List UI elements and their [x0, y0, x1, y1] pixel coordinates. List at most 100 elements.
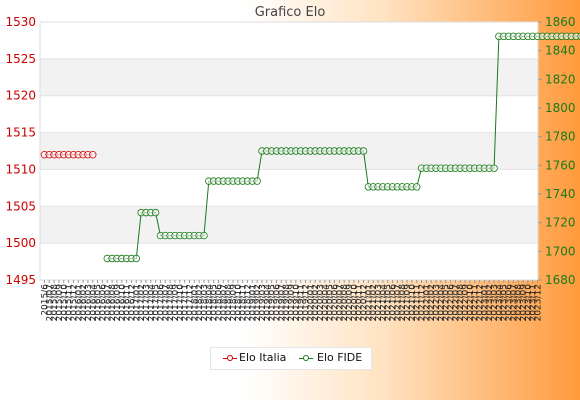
grid-band: [40, 58, 538, 96]
x-tick-label: 2021/02: [369, 284, 379, 321]
grid-band: [40, 206, 538, 244]
point-elo-italia: [89, 150, 97, 159]
x-tick-label: 2020/09: [345, 284, 355, 322]
x-tick-label: 2017/03: [142, 284, 152, 321]
x-tick-label: 2017/11: [181, 284, 191, 321]
legend-marker-elo-fide: [303, 355, 309, 361]
x-tick-label: 2020/12: [360, 284, 370, 321]
y-tick-label-right: 1800: [545, 101, 576, 115]
x-tick-label: 2020/05: [326, 284, 336, 321]
x-tick-label: 2023/08: [514, 284, 524, 322]
x-tick-label: 2020/01: [306, 284, 316, 321]
x-tick-label: 2016/03: [84, 284, 94, 321]
x-tick-label: 2019/09: [287, 284, 297, 322]
x-tick-label: 2020/06: [331, 284, 341, 322]
x-tick-label: 2017/07: [161, 284, 171, 321]
x-tick-label: 2023/02: [485, 284, 495, 321]
x-tick-label: 2021/05: [384, 284, 394, 321]
point-elo-fide: [577, 32, 580, 40]
y-tick-label-right: 1760: [545, 158, 576, 172]
x-tick-label: 2015/6: [40, 284, 50, 316]
x-tick-label: 2019/11: [297, 284, 307, 321]
x-tick-label: 2018/02: [195, 284, 205, 321]
y-tick-label-left: 1520: [5, 89, 36, 103]
x-tick-label: 2018/12: [243, 284, 253, 321]
x-tick-label: 2019/01: [248, 284, 258, 321]
x-tick-label: 2018/11: [239, 284, 249, 321]
x-tick-label: 2020/07: [335, 284, 345, 321]
x-tick-label: 2021/04: [379, 284, 389, 322]
x-tick-label: 2015/09: [55, 284, 65, 322]
x-tick-label: 2018/06: [214, 284, 224, 322]
x-tick-label: 2022/01: [422, 284, 432, 321]
x-tick-label: 2019/08: [282, 284, 292, 322]
x-tick-label: 2021/08: [398, 284, 408, 322]
point-elo-fide: [253, 177, 261, 185]
x-tick-label: 2016/09: [113, 284, 123, 322]
y-tick-label-right: 1680: [545, 273, 576, 287]
plot-border: [39, 21, 539, 281]
x-tick-label: 2023/03: [490, 284, 500, 321]
x-tick-label: 2015/11: [65, 284, 75, 321]
y-tick-label-left: 1525: [5, 52, 36, 66]
x-tick-label: 2022/12: [476, 284, 486, 321]
x-tick-label: 2017/05: [152, 284, 162, 321]
x-tick-label: 2020/03: [316, 284, 326, 321]
y-tick-label-left: 1510: [5, 162, 36, 176]
x-tick-label: 2018/01: [190, 284, 200, 321]
x-tick-label: 2023/05: [500, 284, 510, 321]
x-tick-label: 2019/05: [268, 284, 278, 321]
x-tick-label: 2022/05: [442, 284, 452, 321]
legend-marker-elo-italia: [227, 355, 233, 361]
x-tick-label: 2021/11: [413, 284, 423, 321]
y-tick-label-left: 1500: [5, 236, 36, 250]
x-tick-label: 2021/09: [403, 284, 413, 322]
x-tick-label: 2023/04: [495, 284, 505, 322]
point-elo-fide: [490, 164, 498, 172]
x-tick-label: 2023/06: [505, 284, 515, 322]
x-tick-label: 2017/08: [166, 284, 176, 322]
x-tick-label: 2023/01: [480, 284, 490, 321]
x-tick-label: 2022/04: [437, 284, 447, 322]
x-tick-label: 2020/10: [350, 284, 360, 322]
x-tick-label: 2019/12: [302, 284, 312, 321]
x-tick-label: 2020/11: [355, 284, 365, 321]
x-tick-label: 2022/09: [461, 284, 471, 322]
x-tick-label: 2019/03: [258, 284, 268, 321]
x-tick-label: 2019/07: [277, 284, 287, 321]
x-tick-label: 2022/06: [447, 284, 457, 322]
point-elo-fide: [359, 147, 368, 155]
point-elo-fide: [132, 254, 140, 263]
x-tick-label: 2020/08: [340, 284, 350, 322]
x-tick-label: 2017/10: [176, 284, 186, 322]
x-tick-label: 2022/10: [466, 284, 476, 322]
x-tick-label: 2016/10: [118, 284, 128, 322]
x-tick-label: 2021/10: [408, 284, 418, 322]
x-tick-label: 2021/03: [374, 284, 384, 321]
x-tick-label: 2018/10: [234, 284, 244, 322]
x-tick-label: 2016/04: [89, 284, 99, 322]
y-tick-label-right: 1720: [545, 216, 576, 230]
x-tick-label: 2018/04: [205, 284, 215, 322]
x-tick-label: 2015/12: [69, 284, 79, 321]
legend: Elo Italia Elo FIDE: [210, 347, 372, 370]
x-tick-label: 2022/11: [471, 284, 481, 321]
y-tick-label-right: 1820: [545, 72, 576, 86]
x-tick-label: 2019/10: [292, 284, 302, 322]
x-tick-label: 2017/02: [137, 284, 147, 321]
x-tick-label: 2021/01: [364, 284, 374, 321]
x-tick-label: 2021/12: [418, 284, 428, 321]
x-tick-label: 2015/10: [60, 284, 70, 322]
x-tick-label: 2018/03: [200, 284, 210, 321]
x-tick-label: 2016/01: [74, 284, 84, 321]
point-elo-fide: [413, 183, 421, 191]
x-tick-label: 2022/07: [451, 284, 461, 321]
x-tick-label: 2017/06: [156, 284, 166, 322]
x-tick-label: 2017/12: [185, 284, 195, 321]
point-elo-fide: [151, 208, 160, 217]
x-tick-label: 2016/11: [123, 284, 133, 321]
y-tick-label-right: 1860: [545, 15, 576, 29]
x-tick-label: 2021/07: [393, 284, 403, 321]
